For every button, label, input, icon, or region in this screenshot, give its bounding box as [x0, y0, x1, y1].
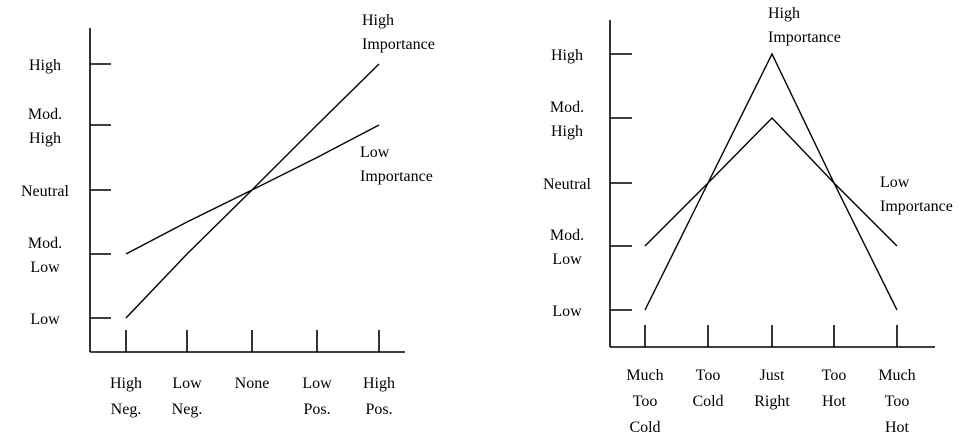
series-label-high-importance: High Importance — [362, 12, 435, 53]
series-line-high-importance — [644, 52, 898, 311]
series-label-low-importance: Low Importance — [360, 144, 433, 185]
y-tick-label: Neutral — [543, 176, 592, 193]
x-tick-label: Just Right — [754, 367, 790, 410]
x-tick-label: Low Neg. — [172, 375, 203, 418]
y-tick-label: Low — [30, 311, 60, 328]
y-tick-label: Mod. High — [28, 106, 62, 147]
chart-left: Low Mod. Low Neutral Mod. High High High Neg. Low… — [21, 12, 435, 418]
series-label-low-importance: Low Importance — [880, 174, 953, 215]
x-tick-label: Much Too Cold — [626, 367, 663, 436]
y-tick-label: High — [551, 47, 583, 64]
x-tick-label: Much Too Hot — [878, 367, 915, 436]
series-line-low-importance — [644, 116, 898, 247]
series-label-high-importance: High Importance — [768, 5, 841, 46]
y-tick-label: Mod. Low — [28, 235, 62, 276]
x-tick-label: High Pos. — [363, 375, 395, 418]
y-tick-label: Low — [552, 303, 582, 320]
x-tick-label: Low Pos. — [302, 375, 332, 418]
x-tick-label: Too Hot — [822, 367, 847, 410]
x-tick-label: Too Cold — [692, 367, 723, 410]
series-line-low-importance — [125, 124, 380, 255]
y-tick-label: High — [29, 57, 61, 74]
y-tick-label: Mod. Low — [550, 227, 584, 268]
series-line-high-importance — [125, 63, 380, 319]
chart-right: Low Mod. Low Neutral Mod. High High Much Too Cold… — [543, 5, 953, 436]
y-tick-label: Mod. High — [550, 99, 584, 140]
y-tick-label: Neutral — [21, 183, 70, 200]
x-tick-label: None — [235, 375, 270, 392]
x-tick-label: High Neg. — [110, 375, 142, 418]
